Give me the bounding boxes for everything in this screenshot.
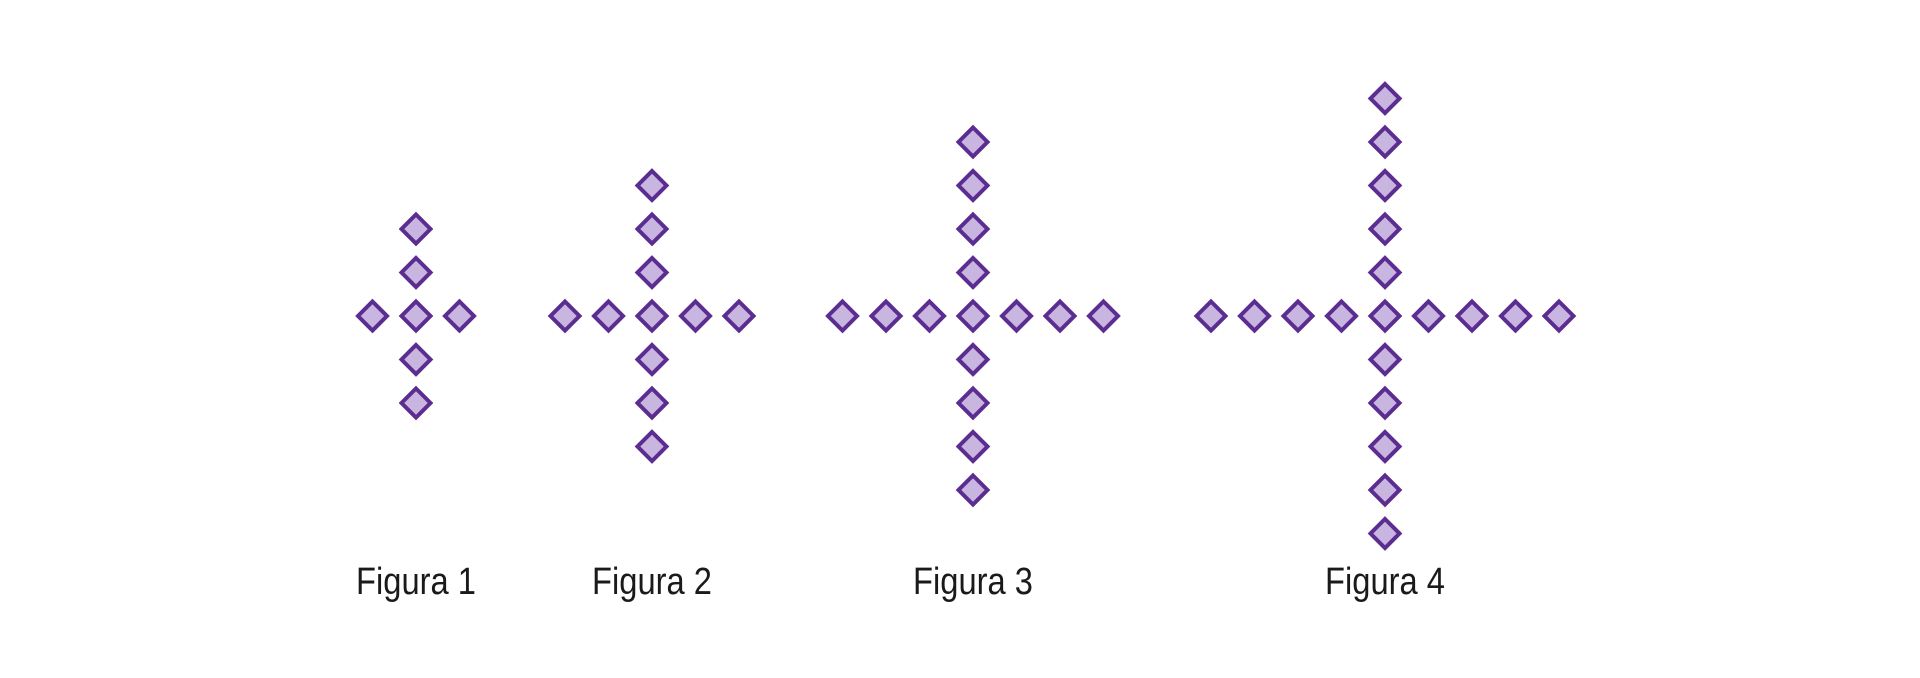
- right-diamond: [721, 298, 757, 334]
- figure-3-label: Figura 3: [913, 561, 1033, 603]
- left-diamond: [355, 298, 390, 334]
- left-diamond: [1280, 298, 1316, 334]
- left-diamond: [868, 298, 904, 334]
- down-diamond: [634, 342, 670, 377]
- down-diamond: [955, 342, 991, 377]
- down-diamond: [634, 429, 670, 464]
- down-diamond: [1367, 516, 1403, 551]
- left-diamond: [1237, 298, 1272, 334]
- up-diamond: [634, 255, 670, 290]
- up-diamond: [1367, 255, 1403, 290]
- right-diamond: [442, 298, 477, 334]
- down-diamond: [955, 385, 991, 421]
- center-diamond: [634, 298, 670, 334]
- down-diamond: [1367, 429, 1403, 464]
- right-diamond: [678, 298, 713, 334]
- up-diamond: [955, 255, 991, 290]
- down-diamond: [955, 429, 991, 464]
- down-diamond: [398, 385, 434, 421]
- right-diamond: [1498, 298, 1533, 334]
- down-diamond: [1367, 385, 1403, 421]
- up-diamond: [1367, 211, 1403, 247]
- left-diamond: [547, 298, 583, 334]
- up-diamond: [955, 168, 991, 203]
- right-diamond: [1086, 298, 1121, 334]
- left-diamond: [1324, 298, 1359, 334]
- right-diamond: [1541, 298, 1577, 334]
- figure-2-label: Figura 2: [592, 561, 712, 603]
- up-diamond: [398, 211, 434, 247]
- figure-1: [355, 211, 477, 421]
- down-diamond: [1367, 472, 1403, 508]
- right-diamond: [1454, 298, 1490, 334]
- figure-3: [825, 124, 1121, 508]
- up-diamond: [1367, 168, 1403, 203]
- up-diamond: [634, 168, 670, 203]
- up-diamond: [1367, 81, 1403, 116]
- center-diamond: [1367, 298, 1403, 334]
- left-diamond: [825, 298, 860, 334]
- left-diamond: [591, 298, 626, 334]
- left-diamond: [912, 298, 947, 334]
- right-diamond: [1042, 298, 1078, 334]
- down-diamond: [955, 472, 991, 508]
- down-diamond: [398, 342, 434, 377]
- down-diamond: [634, 385, 670, 421]
- left-diamond: [1193, 298, 1229, 334]
- figure-2: [547, 168, 757, 464]
- right-diamond: [1411, 298, 1446, 334]
- figure-4: [1193, 81, 1577, 551]
- center-diamond: [955, 298, 991, 334]
- figure-4-label: Figura 4: [1325, 561, 1445, 603]
- up-diamond: [634, 211, 670, 247]
- figure-1-label: Figura 1: [356, 561, 476, 603]
- up-diamond: [955, 124, 991, 160]
- up-diamond: [398, 255, 434, 290]
- up-diamond: [1367, 124, 1403, 160]
- right-diamond: [999, 298, 1034, 334]
- center-diamond: [398, 298, 434, 334]
- down-diamond: [1367, 342, 1403, 377]
- up-diamond: [955, 211, 991, 247]
